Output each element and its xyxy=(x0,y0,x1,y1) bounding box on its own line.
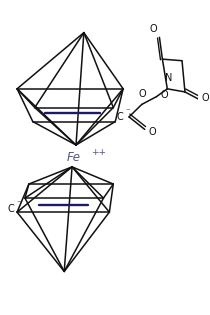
Text: C: C xyxy=(117,112,123,122)
Text: O: O xyxy=(202,93,209,103)
Text: O: O xyxy=(148,127,156,137)
Text: ⁻: ⁻ xyxy=(17,199,21,209)
Text: O: O xyxy=(160,90,168,100)
Text: O: O xyxy=(139,89,147,99)
Text: N: N xyxy=(165,73,173,83)
Text: ++: ++ xyxy=(91,148,106,157)
Text: ⁻: ⁻ xyxy=(126,107,130,117)
Text: O: O xyxy=(150,24,157,34)
Text: C: C xyxy=(8,204,14,214)
Text: Fe: Fe xyxy=(67,151,81,164)
